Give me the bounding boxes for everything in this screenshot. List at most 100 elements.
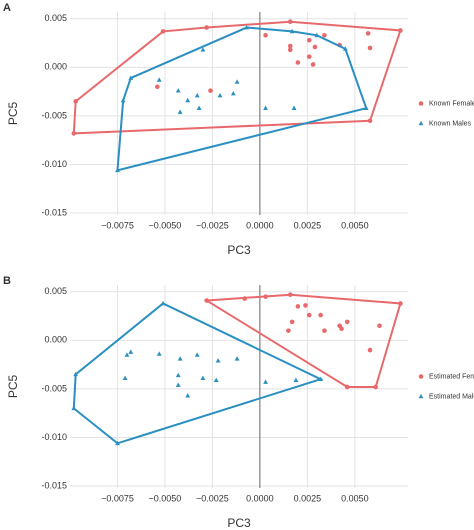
point bbox=[344, 319, 350, 325]
legend-marker bbox=[418, 374, 424, 379]
point bbox=[365, 31, 371, 36]
hull bbox=[72, 302, 324, 445]
x-tick-label: −0.0025 bbox=[196, 220, 229, 230]
panel-label: B bbox=[3, 275, 11, 287]
point bbox=[291, 105, 297, 110]
hull bbox=[72, 20, 402, 135]
point bbox=[160, 300, 166, 306]
point bbox=[213, 377, 219, 382]
point bbox=[295, 60, 301, 65]
point bbox=[342, 46, 348, 51]
point bbox=[156, 77, 162, 82]
point bbox=[175, 382, 181, 387]
y-tick-label: 0.000 bbox=[44, 62, 67, 72]
x-tick-label: −0.0075 bbox=[101, 493, 134, 503]
point bbox=[310, 62, 316, 67]
x-axis-label: PC3 bbox=[227, 243, 251, 257]
point bbox=[177, 356, 183, 361]
x-tick-label: −0.0050 bbox=[149, 220, 182, 230]
y-tick-label: -0.010 bbox=[41, 432, 67, 442]
point bbox=[194, 352, 200, 357]
point bbox=[373, 384, 379, 390]
point bbox=[286, 328, 291, 333]
legend-marker bbox=[418, 101, 424, 106]
point bbox=[363, 105, 369, 110]
point bbox=[322, 328, 327, 333]
point bbox=[263, 294, 268, 299]
point bbox=[318, 376, 324, 382]
legend-label: Known Males bbox=[429, 120, 472, 127]
point bbox=[398, 28, 403, 33]
point bbox=[306, 37, 312, 43]
x-tick-label: 0.0050 bbox=[341, 493, 369, 503]
legend-label: Estimated Females bbox=[429, 373, 474, 380]
point bbox=[120, 97, 126, 103]
x-tick-label: 0.0000 bbox=[246, 493, 274, 503]
point bbox=[215, 358, 221, 363]
y-tick-label: -0.005 bbox=[41, 383, 67, 393]
point bbox=[217, 92, 223, 98]
point bbox=[200, 375, 206, 381]
point bbox=[73, 371, 79, 377]
point bbox=[289, 28, 295, 34]
point bbox=[156, 351, 162, 356]
point bbox=[289, 319, 295, 325]
point bbox=[242, 296, 247, 301]
point bbox=[303, 303, 308, 308]
point bbox=[204, 25, 210, 30]
point bbox=[71, 405, 77, 411]
point bbox=[367, 118, 373, 124]
point bbox=[160, 29, 166, 34]
point bbox=[312, 44, 318, 50]
point bbox=[196, 105, 202, 110]
y-axis-label: PC5 bbox=[6, 375, 20, 399]
point bbox=[124, 352, 130, 357]
legend-marker bbox=[418, 393, 424, 399]
y-tick-label: -0.005 bbox=[41, 110, 67, 120]
point bbox=[200, 47, 206, 52]
point bbox=[377, 323, 382, 329]
x-tick-label: 0.0050 bbox=[341, 220, 369, 230]
x-tick-label: −0.0050 bbox=[149, 493, 182, 503]
point bbox=[322, 33, 327, 38]
point bbox=[306, 312, 312, 318]
point bbox=[155, 84, 160, 90]
point bbox=[287, 47, 293, 53]
y-tick-label: -0.015 bbox=[41, 480, 67, 490]
legend-label: Estimated Males bbox=[429, 393, 474, 400]
point bbox=[71, 131, 77, 136]
panel-label: A bbox=[3, 2, 11, 14]
point bbox=[128, 75, 134, 80]
point bbox=[194, 92, 200, 98]
point bbox=[287, 19, 293, 25]
point bbox=[263, 379, 268, 384]
y-tick-label: 0.005 bbox=[44, 13, 67, 23]
x-axis-label: PC3 bbox=[227, 516, 251, 530]
point bbox=[185, 393, 191, 398]
point bbox=[244, 24, 249, 30]
y-axis-label: PC5 bbox=[6, 102, 20, 126]
point bbox=[230, 90, 236, 96]
x-tick-label: 0.0025 bbox=[294, 220, 322, 230]
point bbox=[128, 349, 134, 354]
point bbox=[344, 384, 350, 390]
y-tick-label: 0.000 bbox=[44, 335, 67, 345]
point bbox=[204, 298, 210, 303]
x-tick-label: 0.0000 bbox=[246, 220, 274, 230]
point bbox=[175, 88, 181, 93]
x-tick-label: −0.0075 bbox=[101, 220, 134, 230]
hull bbox=[116, 26, 368, 172]
x-tick-label: −0.0025 bbox=[196, 493, 229, 503]
point bbox=[367, 347, 373, 353]
legend-label: Known Females bbox=[429, 100, 474, 107]
point bbox=[263, 105, 268, 110]
y-tick-label: -0.010 bbox=[41, 159, 67, 169]
point bbox=[398, 301, 403, 306]
point bbox=[318, 312, 323, 318]
point bbox=[287, 43, 293, 49]
point bbox=[293, 377, 299, 382]
point bbox=[287, 292, 293, 298]
point bbox=[208, 88, 213, 93]
x-tick-label: 0.0025 bbox=[294, 493, 322, 503]
